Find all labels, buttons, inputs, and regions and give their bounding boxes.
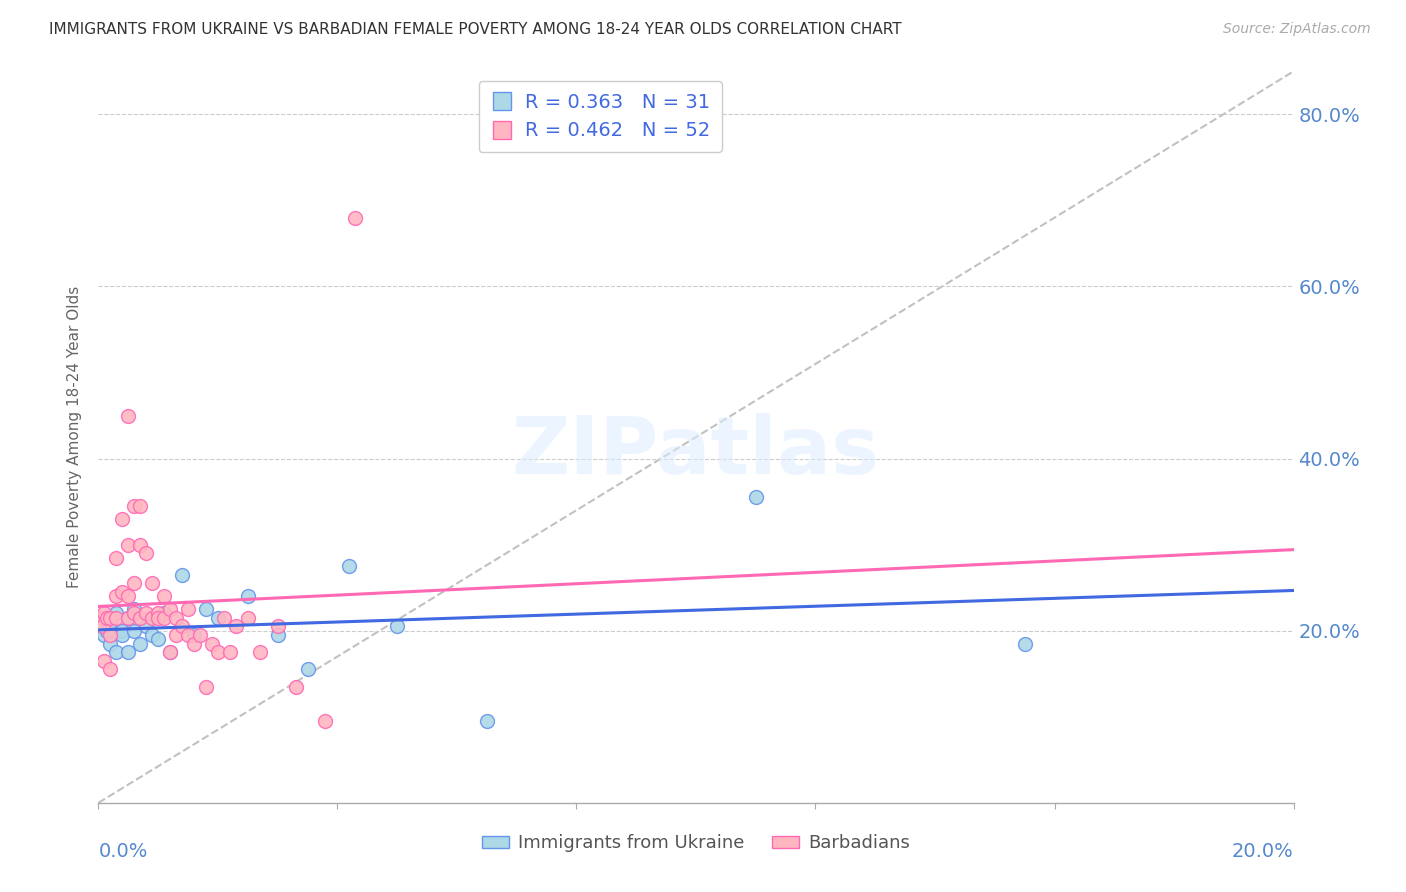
- Point: [117, 409, 139, 423]
- Point: [111, 628, 134, 642]
- Point: [148, 632, 170, 647]
- Text: ZIPatlas: ZIPatlas: [512, 413, 880, 491]
- Y-axis label: Female Poverty Among 18-24 Year Olds: Female Poverty Among 18-24 Year Olds: [67, 286, 83, 588]
- Point: [129, 637, 152, 651]
- Point: [105, 550, 128, 565]
- Text: IMMIGRANTS FROM UKRAINE VS BARBADIAN FEMALE POVERTY AMONG 18-24 YEAR OLDS CORREL: IMMIGRANTS FROM UKRAINE VS BARBADIAN FEM…: [49, 22, 901, 37]
- Point: [207, 611, 229, 625]
- Point: [124, 576, 146, 591]
- Point: [188, 628, 211, 642]
- Point: [165, 611, 187, 625]
- Point: [153, 607, 176, 621]
- Point: [212, 611, 235, 625]
- Point: [98, 662, 122, 676]
- Point: [1014, 637, 1036, 651]
- Point: [93, 654, 115, 668]
- Point: [93, 607, 115, 621]
- Point: [219, 645, 242, 659]
- Point: [124, 499, 146, 513]
- Point: [148, 607, 170, 621]
- Point: [98, 615, 122, 629]
- Point: [90, 611, 112, 625]
- Point: [91, 619, 114, 633]
- Point: [141, 576, 163, 591]
- Point: [159, 645, 181, 659]
- Point: [105, 607, 128, 621]
- Point: [111, 512, 134, 526]
- Point: [284, 680, 307, 694]
- Point: [105, 611, 128, 625]
- Point: [129, 538, 152, 552]
- Point: [141, 628, 163, 642]
- Point: [159, 602, 181, 616]
- Text: 20.0%: 20.0%: [1232, 842, 1294, 861]
- Point: [129, 499, 152, 513]
- Point: [267, 628, 290, 642]
- Point: [177, 602, 200, 616]
- Point: [135, 619, 157, 633]
- Text: Source: ZipAtlas.com: Source: ZipAtlas.com: [1223, 22, 1371, 37]
- Point: [105, 645, 128, 659]
- Point: [195, 680, 218, 694]
- Point: [129, 611, 152, 625]
- Point: [117, 611, 139, 625]
- Point: [91, 611, 114, 625]
- Point: [153, 611, 176, 625]
- Point: [745, 491, 768, 505]
- Point: [172, 619, 194, 633]
- Point: [207, 645, 229, 659]
- Point: [183, 637, 205, 651]
- Point: [315, 714, 337, 728]
- Point: [201, 637, 224, 651]
- Point: [135, 546, 157, 560]
- Point: [249, 645, 271, 659]
- Point: [159, 645, 181, 659]
- Point: [98, 637, 122, 651]
- Point: [236, 589, 259, 603]
- Point: [117, 538, 139, 552]
- Point: [117, 645, 139, 659]
- Point: [124, 624, 146, 638]
- Point: [172, 567, 194, 582]
- Point: [153, 589, 176, 603]
- Point: [124, 607, 146, 621]
- Point: [183, 628, 205, 642]
- Text: 0.0%: 0.0%: [98, 842, 148, 861]
- Point: [96, 611, 118, 625]
- Point: [105, 589, 128, 603]
- Point: [267, 619, 290, 633]
- Point: [111, 585, 134, 599]
- Point: [135, 607, 157, 621]
- Point: [236, 611, 259, 625]
- Point: [148, 611, 170, 625]
- Point: [124, 602, 146, 616]
- Point: [177, 628, 200, 642]
- Point: [117, 589, 139, 603]
- Point: [339, 559, 361, 574]
- Point: [98, 628, 122, 642]
- Legend: Immigrants from Ukraine, Barbadians: Immigrants from Ukraine, Barbadians: [475, 827, 917, 860]
- Point: [93, 628, 115, 642]
- Point: [96, 624, 118, 638]
- Point: [111, 624, 134, 638]
- Point: [165, 628, 187, 642]
- Point: [475, 714, 498, 728]
- Point: [195, 602, 218, 616]
- Point: [141, 611, 163, 625]
- Point: [98, 611, 122, 625]
- Point: [117, 611, 139, 625]
- Point: [225, 619, 247, 633]
- Point: [385, 619, 409, 633]
- Point: [297, 662, 319, 676]
- Point: [344, 211, 367, 225]
